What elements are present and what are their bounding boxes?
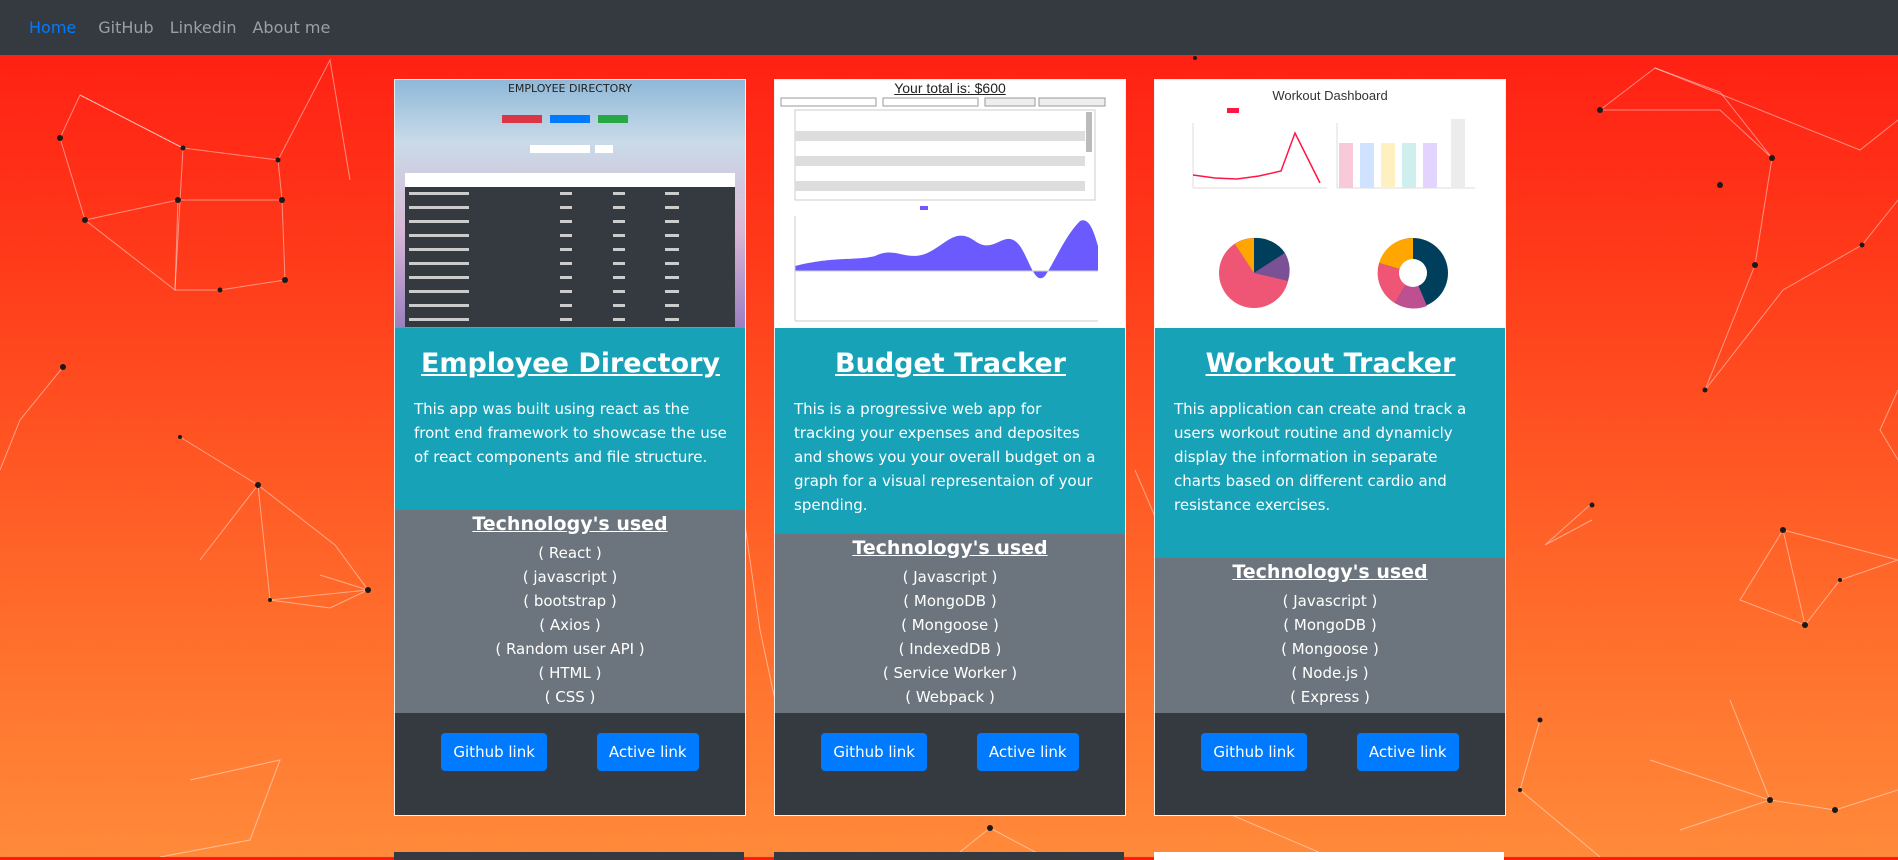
card-footer: Github link Active link [1155,713,1505,815]
tech-section: Technology's used ( Javascript ) ( Mongo… [775,534,1125,713]
tech-section: Technology's used ( React ) ( javascript… [395,510,745,713]
tech-item: ( CSS ) [544,688,596,706]
tech-heading: Technology's used [472,513,668,535]
project-card-partial [774,852,1124,860]
tech-item: ( Random user API ) [495,640,645,658]
screenshot-caption: Workout Dashboard [1272,88,1388,103]
top-navbar: Home GitHub Linkedin About me [0,0,1898,55]
card-body: Budget Tracker This is a progressive web… [775,328,1125,534]
tech-item: ( Mongoose ) [901,616,999,634]
tech-item: ( HTML ) [538,664,602,682]
screenshot-mock [780,97,1106,322]
tech-item: ( IndexedDB ) [898,640,1002,658]
tech-item: ( Webpack ) [905,688,995,706]
github-link-button[interactable]: Github link [441,733,547,771]
tech-item: ( MongoDB ) [1283,616,1377,634]
tech-item: ( Node.js ) [1291,664,1369,682]
card-footer: Github link Active link [775,713,1125,815]
tech-item: ( Express ) [1290,688,1370,706]
card-body: Workout Tracker This application can cre… [1155,328,1505,558]
tech-item: ( React ) [538,544,602,562]
screenshot-caption: EMPLOYEE DIRECTORY [507,82,632,95]
tech-item: ( bootstrap ) [523,592,617,610]
screenshot-caption: Your total is: $600 [894,80,1006,96]
active-link-button[interactable]: Active link [976,733,1079,771]
github-link-button[interactable]: Github link [1201,733,1307,771]
card-description: This application can create and track a … [1174,400,1467,514]
card-body: Employee Directory This app was built us… [395,328,745,510]
project-card-budget-tracker: Your total is: $600 Budget Tracker This … [774,79,1126,816]
github-link-button[interactable]: Github link [821,733,927,771]
project-card-employee-directory: EMPLOYEE DIRECTORY Employee [394,79,746,816]
tech-item: ( Javascript ) [1282,592,1378,610]
nav-home-link[interactable]: Home [29,18,77,37]
tech-item: ( Axios ) [539,616,601,634]
project-screenshot: Workout Dashboard [1155,80,1505,328]
tech-item: ( MongoDB ) [903,592,997,610]
active-link-button[interactable]: Active link [1356,733,1459,771]
card-footer: Github link Active link [395,713,745,815]
screenshot-mock [405,115,735,327]
nav-linkedin-link[interactable]: Linkedin [169,18,237,37]
tech-item: ( Service Worker ) [882,664,1018,682]
active-link-button[interactable]: Active link [596,733,699,771]
card-description: This is a progressive web app for tracki… [794,400,1096,514]
tech-section: Technology's used ( Javascript ) ( Mongo… [1155,558,1505,713]
nav-about-link[interactable]: About me [252,18,331,37]
tech-heading: Technology's used [852,537,1048,559]
project-card-partial [394,852,744,860]
screenshot-mock [1192,108,1475,309]
card-title[interactable]: Employee Directory [420,348,720,379]
card-title[interactable]: Workout Tracker [1205,348,1456,379]
tech-heading: Technology's used [1232,561,1428,583]
project-screenshot: Your total is: $600 [775,80,1125,328]
nav-github-link[interactable]: GitHub [98,18,154,37]
tech-item: ( Javascript ) [902,568,998,586]
project-card-partial [1154,852,1504,860]
project-screenshot: EMPLOYEE DIRECTORY [395,80,745,328]
project-card-workout-tracker: Workout Dashboard Workout Tracker [1154,79,1506,816]
card-title[interactable]: Budget Tracker [835,348,1066,379]
card-description: This app was built using react as the fr… [414,400,727,466]
tech-item: ( Mongoose ) [1281,640,1379,658]
tech-item: ( javascript ) [522,568,618,586]
